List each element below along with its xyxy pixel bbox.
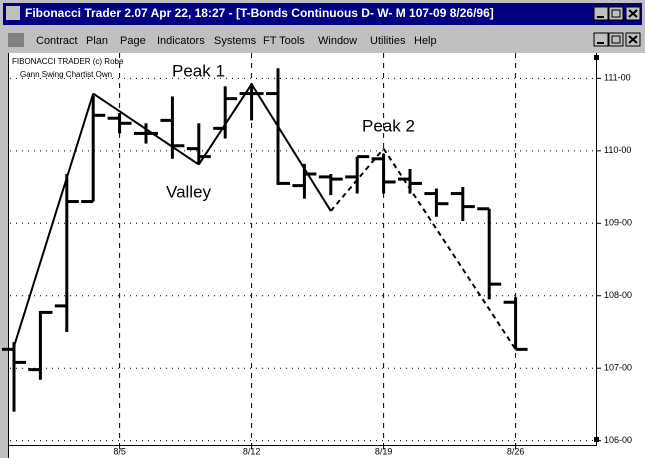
title-bar (3, 3, 642, 25)
swing-line (250, 83, 332, 212)
window-title: Fibonacci Trader 2.07 Apr 22, 18:27 - [T… (25, 6, 494, 20)
menu-bar (3, 29, 642, 51)
minimize-button[interactable] (593, 6, 609, 21)
y-tick-label: 109-00 (604, 218, 632, 228)
x-tick-label: 8/26 (507, 446, 525, 456)
restore-button[interactable] (608, 32, 624, 47)
menu-item[interactable]: Indicators (157, 35, 205, 47)
y-tick-label: 106-00 (604, 435, 632, 445)
maximize-button[interactable] (608, 6, 624, 21)
menu-item[interactable]: Page (120, 35, 146, 47)
menu-item[interactable]: Window (318, 35, 357, 47)
minimize-button[interactable] (593, 32, 609, 47)
x-tick-label: 8/5 (113, 446, 126, 456)
y-tick-label: 108-00 (604, 290, 632, 300)
menu-item[interactable]: Contract (36, 35, 78, 47)
y-tick-label: 107-00 (604, 363, 632, 373)
app-icon (6, 6, 20, 20)
swing-line (382, 148, 517, 350)
x-tick-label: 8/19 (375, 446, 393, 456)
axis-marker (594, 437, 599, 442)
y-tick-label: 111-00 (604, 73, 631, 83)
doc-icon (8, 33, 24, 47)
y-tick-label: 110-00 (604, 145, 631, 155)
title-buttons (593, 6, 641, 21)
annotation: Peak 1 (172, 61, 225, 80)
menu-item[interactable]: Plan (86, 35, 108, 47)
x-tick-label: 8/12 (243, 446, 261, 456)
swing-line (13, 93, 95, 347)
annotation: Peak 2 (362, 116, 415, 135)
annotation: Valley (166, 182, 212, 201)
menu-item[interactable]: Help (414, 35, 437, 47)
chart-note: FIBONACCI TRADER (c) Robe (12, 57, 124, 66)
chart-area (8, 53, 645, 458)
menu-item[interactable]: Systems (214, 35, 257, 47)
menu-buttons (593, 32, 641, 47)
menu-item[interactable]: Utilities (370, 35, 406, 47)
chart-note: Gann Swing Chartist Own (20, 70, 112, 79)
menu-item[interactable]: FT Tools (263, 35, 305, 47)
axis-marker (594, 55, 599, 60)
